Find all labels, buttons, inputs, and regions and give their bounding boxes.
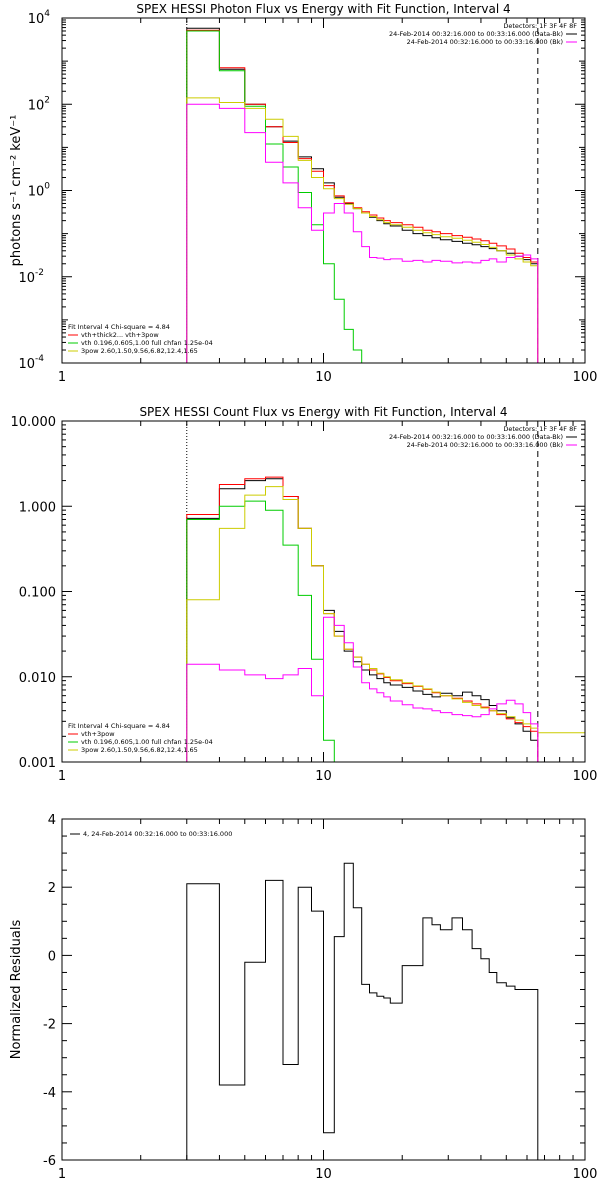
y-tick-label: -2 [43,1018,56,1033]
x-tick-label: 100 [573,370,598,385]
legend-fit-info: Fit Interval 4 Chi-square = 4.84 [68,323,170,331]
y-tick-label: 10-2 [18,268,44,286]
legend-entry: 3pow 2.60,1.50,9.56,6.82,12.4,1.65 [81,347,198,355]
y-tick-label: 1.000 [19,500,56,515]
series-group [186,476,585,762]
legend-entry: 24-Feb-2014 00:32:16.000 to 00:33:16.000… [389,433,563,441]
legend-entry: 24-Feb-2014 00:32:16.000 to 00:33:16.000… [389,30,563,38]
series-vth-3pow [186,476,539,762]
y-tick-label: 102 [28,95,50,113]
series-data-bk [186,478,539,762]
x-tick-label: 10 [315,1167,332,1182]
y-tick-label: 4 [48,813,56,828]
legend-entry: vth 0.196,0.605,1.00 full chfan 1.25e-04 [81,738,213,746]
x-tick-label: 10 [315,370,332,385]
plot-frame [61,818,586,1161]
plot-frame [61,17,586,364]
series-3pow [186,97,539,363]
x-tick-label: 100 [573,1167,598,1182]
legend-entry: 4, 24-Feb-2014 00:32:16.000 to 00:33:16.… [83,830,232,838]
y-axis-label: photons s⁻¹ cm⁻² keV⁻¹ [9,115,24,267]
x-tick-label: 10 [315,769,332,784]
y-tick-label: 0.010 [19,671,56,686]
series-3pow [186,486,585,762]
series-residuals [186,862,539,1160]
legend-entry: vth 0.196,0.605,1.00 full chfan 1.25e-04 [81,339,213,347]
series-data-bk [186,27,539,363]
chart-title: SPEX HESSI Count Flux vs Energy with Fit… [139,405,507,419]
series-bk [186,103,539,363]
y-tick-label: 10.000 [11,415,57,430]
y-tick-label: 0.100 [19,586,56,601]
y-tick-label: -4 [43,1086,56,1101]
x-tick-label: 1 [58,1167,66,1182]
x-tick-label: 1 [58,769,66,784]
panel-3: Normalized Residuals 1 10 100 4 2 0 -2 -4 -6 4, 24… [9,813,597,1182]
plot-frame [61,420,586,763]
series-vth [186,500,345,762]
legend-entry: vth+thick2... vth+3pow [81,331,159,339]
legend-detectors: Detectors: 1F 3F 4F 8F [503,22,577,30]
y-tick-label: 2 [48,881,56,896]
series-group [186,27,539,363]
series-vth-3pow [186,29,539,363]
legend-entry: 24-Feb-2014 00:32:16.000 to 00:33:16.000… [407,441,563,449]
y-tick-label: 104 [28,9,51,27]
y-tick-label: 10-4 [18,354,44,372]
series-bk [186,616,539,762]
legend-entry: vth+3pow [81,730,115,738]
x-tick-label: 1 [58,370,66,385]
y-tick-label: 0.001 [19,756,56,771]
legend-fit-info: Fit Interval 4 Chi-square = 4.84 [68,722,170,730]
panel-1: SPEX HESSI Photon Flux vs Energy with Fi… [9,2,597,385]
legend-entry: 3pow 2.60,1.50,9.56,6.82,12.4,1.65 [81,746,198,754]
x-tick-label: 100 [573,769,598,784]
y-tick-label: 100 [28,182,51,200]
panel-2: SPEX HESSI Count Flux vs Energy with Fit… [11,405,598,784]
legend-entry: 24-Feb-2014 00:32:16.000 to 00:33:16.000… [407,38,563,46]
series-group [186,862,539,1160]
chart-title: SPEX HESSI Photon Flux vs Energy with Fi… [136,2,510,16]
y-axis-label: Normalized Residuals [9,920,24,1060]
y-tick-label: 0 [48,949,56,964]
legend-detectors: Detectors: 1F 3F 4F 8F [503,425,577,433]
series-vth [186,30,363,363]
y-tick-label: -6 [43,1154,56,1169]
